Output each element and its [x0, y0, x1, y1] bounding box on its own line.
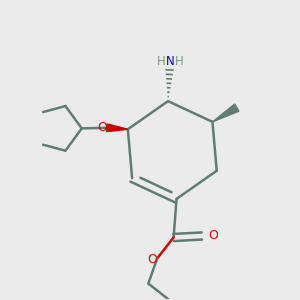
- Text: O: O: [147, 253, 157, 266]
- Text: H: H: [175, 55, 183, 68]
- Polygon shape: [212, 104, 239, 122]
- Text: N: N: [166, 55, 175, 68]
- Text: H: H: [157, 55, 166, 68]
- Text: O: O: [208, 229, 218, 242]
- Text: O: O: [97, 121, 106, 134]
- Polygon shape: [107, 124, 128, 132]
